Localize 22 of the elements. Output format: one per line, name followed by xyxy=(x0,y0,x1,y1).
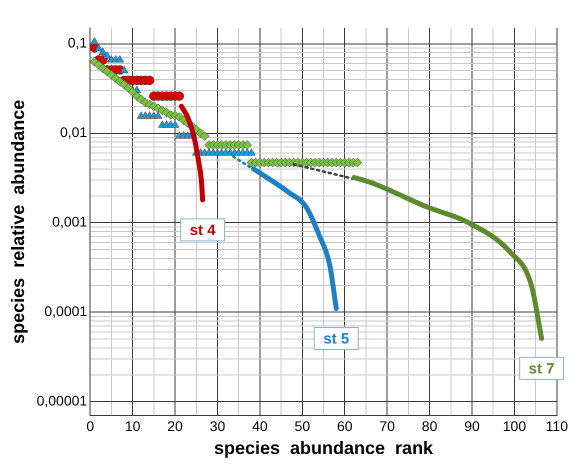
x-tick-label: 110 xyxy=(546,418,568,434)
x-tick-label: 70 xyxy=(379,418,396,434)
x-tick-label: 90 xyxy=(464,418,480,434)
x-tick-label: 40 xyxy=(252,418,268,434)
x-tick-label: 100 xyxy=(502,418,526,434)
series-label: st 5 xyxy=(323,330,350,348)
x-tick-label: 30 xyxy=(210,418,226,434)
y-tick-label: 0,1 xyxy=(68,34,88,51)
x-tick-label: 80 xyxy=(422,418,438,434)
series-label: st 4 xyxy=(190,222,216,240)
x-tick-label: 10 xyxy=(124,418,141,434)
series-label: st 7 xyxy=(528,360,554,378)
y-axis-title: species relative abundance xyxy=(8,100,28,344)
x-tick-label: 60 xyxy=(336,418,353,434)
y-tick-label: 0,0001 xyxy=(44,303,88,320)
y-tick-label: 0,001 xyxy=(52,214,88,230)
y-tick-label: 0,01 xyxy=(60,124,88,140)
x-axis-title: species abundance rank xyxy=(214,438,434,458)
y-tick-label: 0,00001 xyxy=(36,392,88,409)
x-tick-label: 0 xyxy=(86,418,94,434)
x-tick-label: 50 xyxy=(294,418,310,434)
x-tick-label: 20 xyxy=(167,418,184,434)
